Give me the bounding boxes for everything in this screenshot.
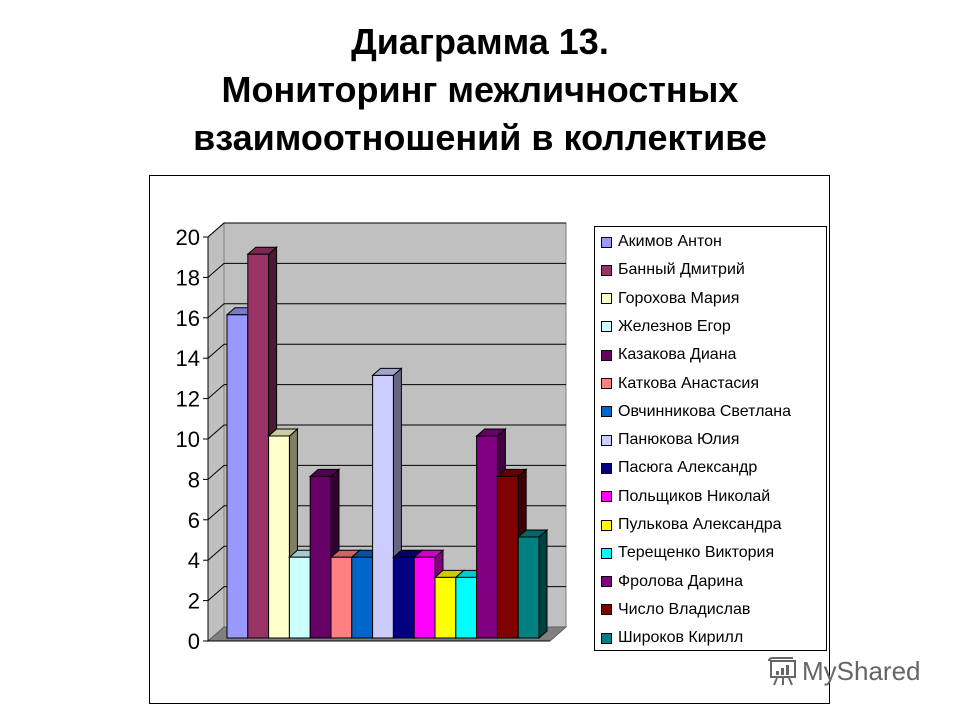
legend-swatch [601,576,612,588]
legend-label: Терещенко Виктория [618,544,775,562]
legend-item: Железнов Егор [601,317,731,337]
legend-item: Терещенко Виктория [601,543,774,563]
legend-swatch [601,491,612,503]
title-line-1: Диаграмма 13. [351,21,609,62]
legend-swatch [601,406,612,418]
gridline-side [207,384,225,399]
legend-swatch [601,519,612,531]
presentation-chart-icon [768,656,796,685]
legend-item: Казакова Диана [601,345,736,365]
legend-label: Пасюга Александр [618,459,758,477]
y-tick-label: 2 [188,589,200,614]
y-tick-label: 18 [176,265,200,290]
legend-item: Пасюга Александр [601,458,757,478]
gridline-side [207,586,225,601]
legend-label: Широков Кирилл [618,629,744,647]
gridline-side [207,545,225,561]
legend-label: Фролова Дарина [618,572,743,590]
legend-swatch [601,434,612,446]
title-line-3: взаимоотношений в коллективе [193,117,767,158]
legend-swatch [601,547,612,559]
legend-item: Горохова Мария [601,289,739,309]
legend-label: Акимов Антон [618,233,722,250]
legend-label: Польщиков Николай [618,487,771,505]
y-tick-label: 10 [176,427,200,452]
gridline-side [207,222,225,238]
watermark: MyShared [766,656,921,687]
gridline-side [207,263,225,278]
y-tick-label: 0 [188,629,200,654]
legend-swatch [601,236,612,248]
legend-swatch [601,264,612,276]
y-tick-label: 4 [188,548,200,573]
legend-swatch [601,293,612,305]
legend-swatch [601,321,612,333]
gridline-side [207,465,225,480]
legend-label: Горохова Мария [618,289,740,307]
gridline-side [207,424,225,440]
legend-item: Широков Кирилл [601,628,743,648]
legend-label: Казакова Диана [618,346,737,364]
legend-label: Железнов Егор [618,317,731,335]
legend-swatch [601,462,612,474]
legend-item: Акимов Антон [601,232,722,252]
legend-item: Каткова Анастасия [601,374,759,394]
chart-title: Диаграмма 13. Мониторинг межличностных в… [0,18,960,162]
y-tick-label: 14 [176,346,200,371]
y-tick-label: 12 [176,387,200,412]
legend-item: Панюкова Юлия [601,430,739,450]
legend-item: Пулькова Александра [601,515,782,535]
legend-item: Фролова Дарина [601,572,743,592]
bar [267,427,299,640]
legend-item: Банный Дмитрий [601,260,745,280]
gridline-side [207,343,225,359]
legend-swatch [601,632,612,644]
y-tick-label: 20 [176,225,200,250]
gridline-side [207,303,225,319]
legend-label: Панюкова Юлия [618,431,740,449]
legend-swatch [601,604,612,616]
legend-swatch [601,378,612,389]
legend-label: Банный Дмитрий [618,261,745,279]
legend-item: Овчинникова Светлана [601,402,791,422]
legend-label: Каткова Анастасия [618,374,759,392]
watermark-text: MyShared [802,656,921,686]
chart-legend: Акимов Антон Банный Дмитрий Горохова Мария… [594,226,827,651]
bar [516,528,549,640]
y-tick-label: 16 [176,306,200,331]
gridline-side [207,505,225,521]
legend-swatch [601,349,612,361]
y-tick-label: 6 [188,508,200,533]
legend-label: Пулькова Александра [618,516,782,533]
legend-item: Число Владислав [601,600,750,620]
title-line-2: Мониторинг межличностных [221,69,739,110]
legend-item: Польщиков Николай [601,487,770,507]
legend-label: Число Владислав [618,600,751,618]
legend-label: Овчинникова Светлана [618,402,792,420]
y-tick-label: 8 [188,467,200,492]
